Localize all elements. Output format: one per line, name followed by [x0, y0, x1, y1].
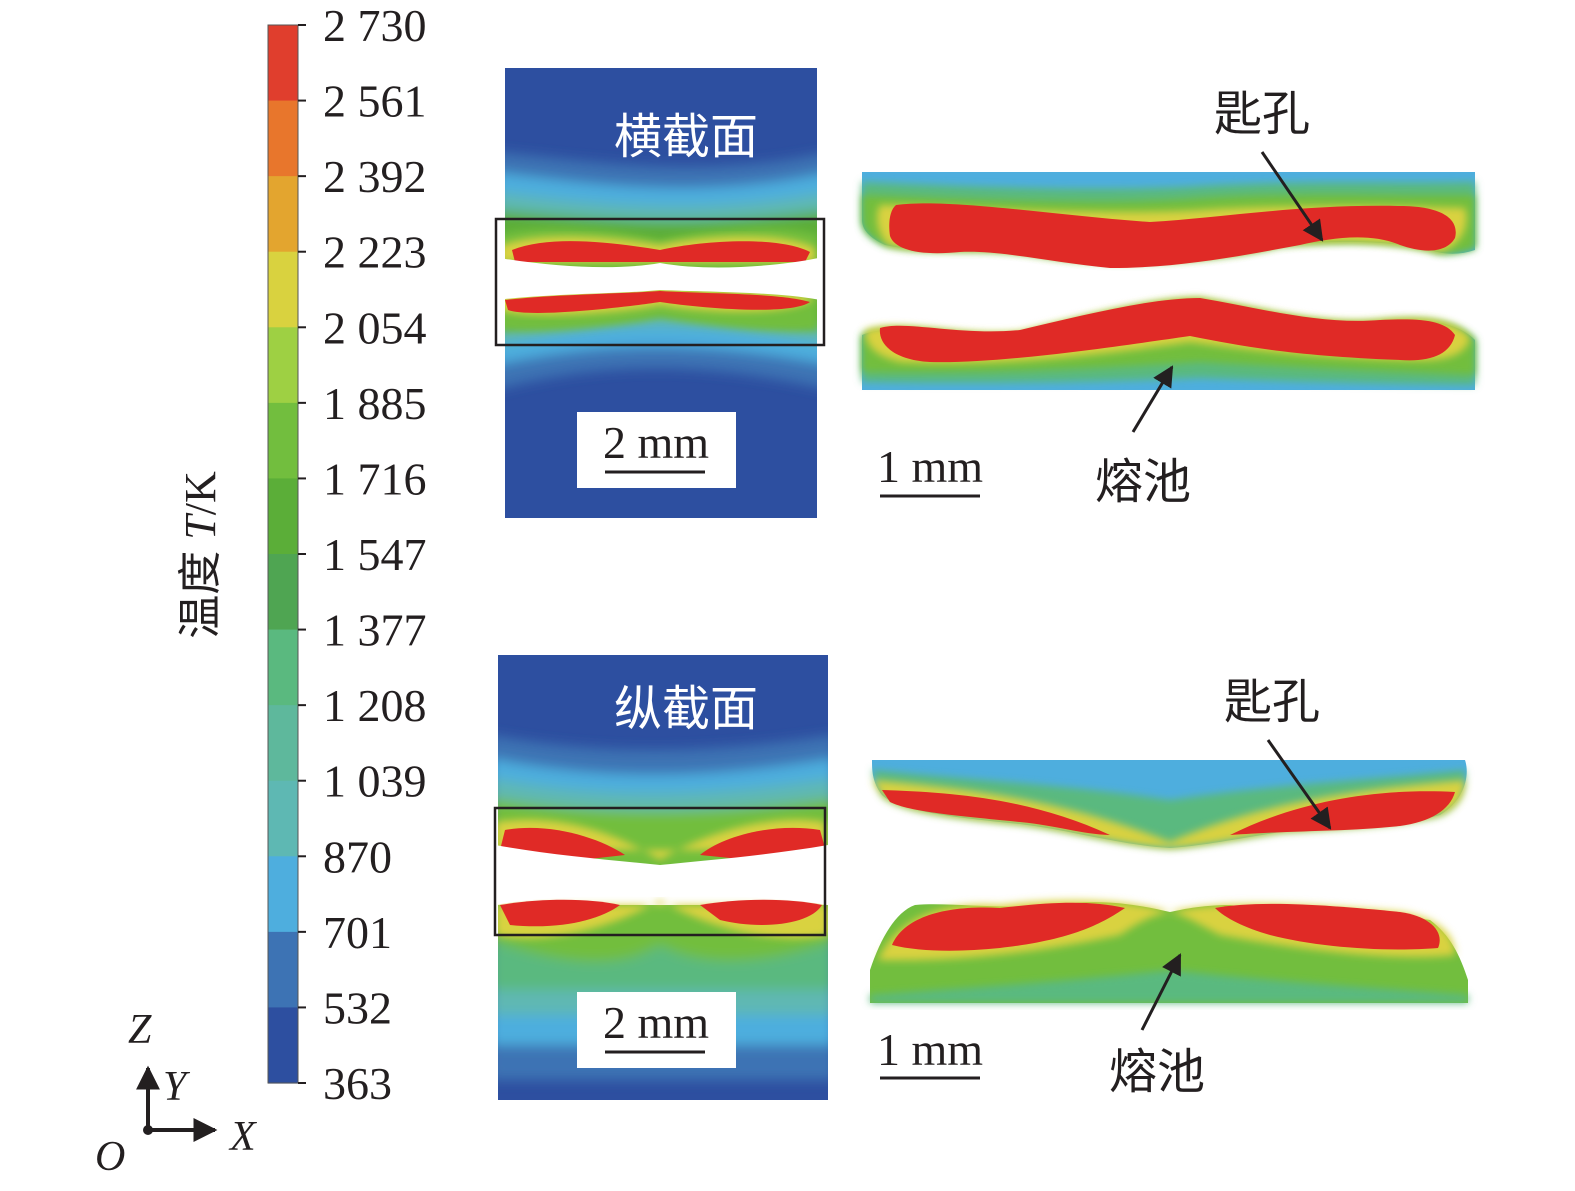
colorbar-tick-label: 363: [323, 1058, 392, 1109]
colorbar-tick-label: 1 716: [323, 453, 427, 504]
longitudinal-title: 纵截面: [614, 683, 758, 736]
colorbar-tick-label: 870: [323, 831, 392, 882]
keyhole-label-long: 匙孔: [1224, 676, 1320, 729]
colorbar-tick-label: 2 223: [323, 227, 427, 278]
colorbar-tick-label: 701: [323, 907, 392, 958]
keyhole-arrow-cross: [1260, 151, 1324, 242]
long-scalebar-box: [577, 992, 736, 1068]
keyhole-arrow-long: [1266, 739, 1332, 830]
cross-zoom-scalebar-label: 1 mm: [877, 441, 983, 492]
colorbar-tick-label: 1 377: [323, 605, 427, 656]
colorbar-tick-label: 2 054: [323, 302, 427, 353]
z-axis-label: Z: [128, 1007, 152, 1053]
colorbar-blocks: [268, 25, 298, 1084]
y-axis-label: Y: [163, 1064, 191, 1110]
colorbar-block: [268, 931, 298, 1009]
colorbar-block: [268, 402, 298, 480]
colorbar-ticks: 2 730 2 561 2 392 2 223 2 054 1 885 1 716 1 547…: [298, 0, 427, 1109]
meltpool-arrow-long: [1140, 953, 1182, 1031]
colorbar-block: [268, 176, 298, 253]
colorbar-block: [268, 629, 298, 706]
origin-label: O: [95, 1134, 125, 1180]
colorbar-block: [268, 1007, 298, 1084]
colorbar-tick-label: 2 392: [323, 151, 427, 202]
colorbar-block: [268, 554, 298, 631]
colorbar-block: [268, 327, 298, 404]
longitudinal-zoom: [870, 760, 1468, 1003]
origin-dot: [143, 1125, 153, 1135]
meltpool-label-cross: 熔池: [1095, 456, 1191, 509]
colorbar-block: [268, 705, 298, 782]
cross-scalebar-label: 2 mm: [603, 417, 709, 468]
colorbar-tick-label: 532: [323, 982, 392, 1033]
cross-scalebar-box: [577, 412, 736, 488]
cross-section-title: 横截面: [614, 111, 758, 164]
colorbar-tick-label: 2 561: [323, 76, 427, 127]
keyhole-label-cross: 匙孔: [1214, 88, 1310, 141]
colorbar-block: [268, 780, 298, 857]
meltpool-arrow-cross: [1131, 365, 1174, 433]
colorbar-tick-label: 1 039: [323, 756, 427, 807]
colorbar-block: [268, 251, 298, 328]
colorbar-block: [268, 478, 298, 555]
colorbar-tick-label: 1 547: [323, 529, 427, 580]
colorbar-tick-label: 2 730: [323, 0, 427, 51]
colorbar: 2 730 2 561 2 392 2 223 2 054 1 885 1 716 1 547…: [176, 0, 427, 1109]
colorbar-tick-label: 1 208: [323, 680, 427, 731]
x-axis-label: X: [228, 1114, 258, 1160]
meltpool-label-long: 熔池: [1109, 1046, 1205, 1099]
colorbar-block: [268, 100, 298, 177]
long-scalebar-label: 2 mm: [603, 997, 709, 1048]
longitudinal-overview: [498, 655, 828, 1100]
cross-zoom-box: [494, 217, 826, 347]
colorbar-title: 温度 T/K: [176, 471, 225, 639]
cross-section-zoom: [862, 172, 1475, 390]
long-zoom-box: [493, 806, 827, 937]
colorbar-tick-label: 1 885: [323, 378, 427, 429]
colorbar-block: [268, 25, 298, 102]
axis-triad: Z Y X O: [95, 1007, 258, 1180]
colorbar-block: [268, 856, 298, 933]
long-zoom-scalebar-label: 1 mm: [877, 1024, 983, 1075]
